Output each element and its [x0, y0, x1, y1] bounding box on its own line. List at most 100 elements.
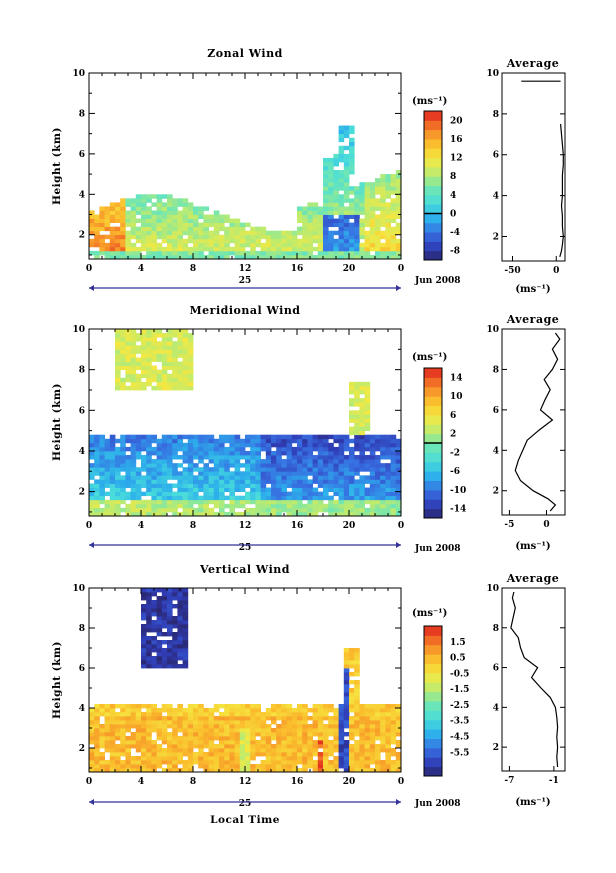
heatmap-cell	[161, 226, 168, 232]
heatmap-cell	[395, 712, 401, 717]
heatmap-cell	[141, 333, 147, 338]
heatmap-cell	[213, 499, 220, 505]
heatmap-cell	[167, 222, 173, 228]
heatmap-cell	[343, 434, 350, 440]
heatmap-cell	[104, 716, 111, 721]
heatmap-cell	[390, 463, 397, 468]
heatmap-cell	[369, 768, 376, 772]
heatmap-cell	[213, 503, 220, 509]
heatmap-cell	[99, 740, 105, 745]
heatmap-cell	[265, 756, 272, 761]
heatmap-cell	[99, 712, 105, 717]
heatmap-cell	[354, 218, 360, 224]
heatmap-cell	[130, 438, 137, 444]
heatmap-cell	[271, 459, 277, 464]
vertical-date-axis: 25 Jun 2008	[89, 799, 461, 809]
heatmap-cell	[182, 202, 189, 207]
heatmap-cell	[167, 708, 173, 713]
heatmap-cell	[167, 760, 173, 765]
heatmap-cell	[213, 222, 220, 228]
heatmap-cell	[141, 628, 147, 633]
heatmap-cell	[265, 238, 272, 244]
heatmap-cell	[359, 467, 365, 472]
heatmap-cell	[349, 748, 355, 753]
heatmap-cell	[161, 222, 168, 228]
heatmap-cell	[99, 487, 105, 493]
heatmap-cell	[297, 218, 303, 224]
heatmap-cell	[333, 483, 339, 488]
heatmap-cell	[343, 242, 350, 248]
heatmap-cell	[276, 463, 282, 468]
heatmap-cell	[395, 728, 401, 733]
heatmap-cell	[104, 764, 111, 769]
heatmap-cell	[343, 471, 350, 476]
heatmap-cell	[167, 664, 173, 669]
heatmap-cell	[203, 467, 209, 472]
heatmap-cell	[354, 495, 360, 501]
heatmap-cell	[385, 760, 391, 765]
heatmap-cell	[120, 728, 126, 733]
heatmap-cell	[364, 222, 371, 228]
heatmap-cell	[141, 592, 147, 597]
heatmap-cell	[177, 636, 183, 641]
heatmap-cell	[338, 467, 345, 472]
heatmap-cell	[193, 222, 199, 228]
heatmap-cell	[135, 728, 142, 733]
heatmap-cell	[359, 459, 365, 464]
heatmap-cell	[265, 507, 272, 513]
heatmap-cell	[364, 414, 371, 419]
heatmap-cell	[390, 450, 397, 456]
heatmap-cell	[297, 206, 303, 211]
heatmap-cell	[125, 704, 131, 709]
heatmap-cell	[146, 604, 152, 609]
heatmap-cell	[245, 450, 251, 456]
heatmap-cell	[156, 764, 163, 769]
heatmap-cell	[151, 507, 157, 513]
heatmap-cell	[193, 736, 199, 741]
heatmap-cell	[312, 438, 319, 444]
heatmap-cell	[359, 430, 365, 436]
heatmap-cell	[130, 479, 137, 484]
heatmap-cell	[198, 450, 204, 456]
heatmap-cell	[255, 740, 261, 745]
heatmap-cell	[260, 752, 267, 757]
heatmap-cell	[281, 503, 287, 509]
heatmap-cell	[161, 503, 168, 509]
heatmap-cell	[94, 463, 100, 468]
heatmap-cell	[307, 708, 313, 713]
heatmap-cell	[193, 434, 199, 440]
heatmap-cell	[297, 736, 303, 741]
heatmap-cell	[385, 222, 391, 228]
heatmap-cell	[323, 157, 329, 163]
heatmap-cell	[151, 377, 157, 383]
heatmap-cell	[193, 242, 199, 248]
heatmap-cell	[172, 491, 178, 497]
heatmap-cell	[203, 455, 209, 460]
heatmap-cell	[203, 760, 209, 765]
heatmap-cell	[99, 455, 105, 460]
heatmap-cell	[141, 345, 147, 350]
heatmap-cell	[291, 720, 298, 725]
heatmap-cell	[343, 656, 350, 661]
heatmap-cell	[385, 178, 391, 183]
heatmap-cell	[115, 234, 121, 240]
heatmap-cell	[297, 740, 303, 745]
heatmap-cell	[130, 198, 137, 203]
heatmap-cell	[265, 442, 272, 448]
heatmap-cell	[229, 748, 235, 753]
heatmap-cell	[297, 720, 303, 725]
heatmap-cell	[255, 475, 261, 480]
heatmap-cell	[271, 499, 277, 505]
heatmap-cell	[172, 736, 178, 741]
colorbar-swatch	[424, 766, 442, 777]
heatmap-cell	[338, 704, 345, 709]
heatmap-cell	[369, 495, 376, 501]
heatmap-cell	[125, 728, 131, 733]
heatmap-cell	[338, 446, 345, 452]
heatmap-cell	[271, 491, 277, 497]
heatmap-cell	[364, 410, 371, 415]
heatmap-cell	[193, 218, 199, 224]
heatmap-cell	[224, 475, 230, 480]
heatmap-cell	[125, 341, 131, 346]
heatmap-cell	[187, 214, 194, 219]
